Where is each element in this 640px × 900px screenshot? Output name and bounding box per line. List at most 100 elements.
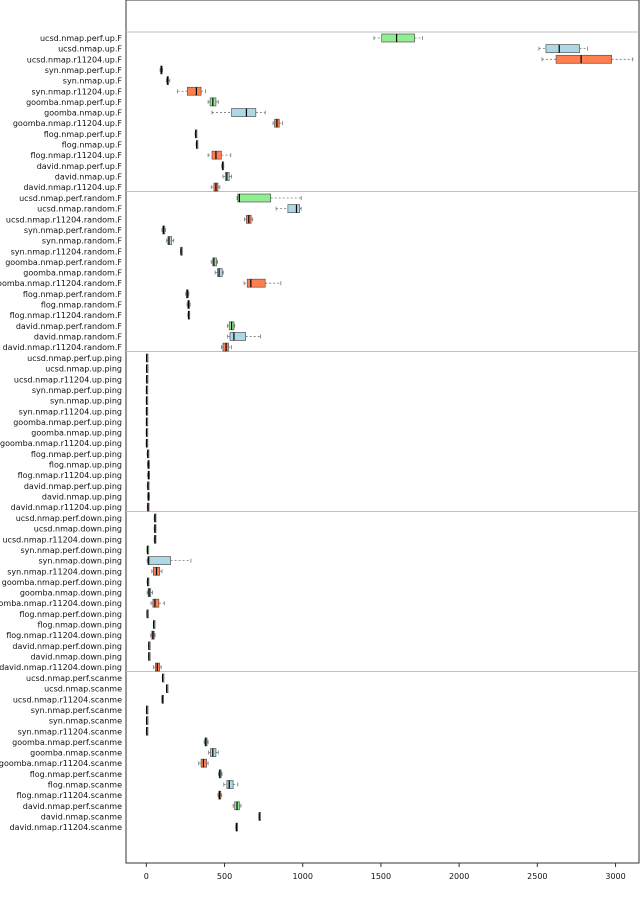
box-goomba-nmap-r11204-down-ping [150, 598, 165, 608]
box-flog-nmap-perf-up-F [194, 129, 198, 139]
row-label: ucsd.nmap.perf.up.ping [27, 354, 122, 363]
box-david-nmap-perf-random-F [226, 321, 236, 331]
row-label: syn.nmap.scanme [49, 717, 122, 726]
x-axis: 0 500 1000 1500 2000 2500 3000 [144, 863, 626, 881]
row-label: goomba.nmap.scanme [30, 749, 122, 758]
box-iqr [381, 33, 415, 43]
row-label: flog.nmap.r11204.random.F [10, 311, 123, 320]
row-label: flog.nmap.down.ping [37, 621, 122, 630]
box-goomba-nmap-up-ping [145, 428, 149, 437]
box-flog-nmap-r11204-random-F [187, 310, 191, 320]
x-tick-label: 0 [144, 872, 149, 881]
box-syn-nmap-r11204-scanme [145, 726, 149, 736]
row-label: david.nmap.scanme [41, 812, 122, 821]
row-label: syn.nmap.down.ping [39, 557, 122, 566]
box-iqr [287, 204, 300, 213]
box-ucsd-nmap-random-F [275, 204, 302, 213]
row-label: flog.nmap.perf.down.ping [19, 610, 122, 619]
box-iqr [217, 268, 223, 277]
box-goomba-nmap-perf-up-F [207, 97, 219, 107]
row-label: david.nmap.perf.up.ping [24, 482, 122, 491]
x-tick-label: 2500 [527, 872, 547, 881]
x-tick-label: 1000 [293, 872, 313, 881]
box-david-nmap-up-ping [147, 492, 150, 501]
row-label: david.nmap.down.ping [30, 652, 122, 661]
group-dividers [126, 31, 639, 672]
row-label: david.nmap.r11204.up.F [23, 183, 122, 192]
box-david-nmap-r11204-scanme [235, 822, 238, 832]
box-ucsd-nmap-r11204-random-F [244, 214, 254, 224]
row-label: goomba.nmap.up.F [44, 109, 122, 118]
box-david-nmap-perf-up-ping [146, 481, 150, 491]
row-label: goomba.nmap.r11204.up.F [13, 119, 123, 128]
row-label: ucsd.nmap.perf.random.F [19, 194, 122, 203]
box-flog-nmap-up-F [195, 140, 199, 149]
box-goomba-nmap-r11204-random-F [243, 278, 282, 288]
row-label: syn.nmap.r11204.down.ping [7, 567, 122, 576]
row-label: goomba.nmap.r11204.scanme [0, 759, 122, 768]
row-labels: ucsd.nmap.perf.up.Fucsd.nmap.up.Fucsd.nm… [0, 34, 122, 832]
box-iqr [186, 86, 202, 96]
box-goomba-nmap-r11204-up-F [272, 118, 283, 128]
row-label: flog.nmap.r11204.scanme [17, 791, 123, 800]
box-flog-nmap-perf-random-F [185, 289, 190, 299]
box-series [145, 33, 634, 832]
box-goomba-nmap-perf-down-ping [146, 577, 150, 587]
box-ucsd-nmap-r11204-up-ping [145, 374, 149, 384]
box-flog-nmap-up-ping [147, 460, 150, 469]
row-label: goomba.nmap.r11204.up.ping [0, 439, 122, 448]
box-david-nmap-down-ping [148, 652, 151, 661]
box-david-nmap-up-F [222, 172, 232, 181]
box-iqr [237, 193, 272, 203]
row-label: ucsd.nmap.r11204.up.F [27, 55, 123, 64]
row-label: david.nmap.r11204.down.ping [0, 663, 122, 672]
row-label: david.nmap.random.F [34, 332, 123, 341]
row-label: ucsd.nmap.r11204.down.ping [2, 535, 122, 544]
row-label: flog.nmap.perf.random.F [23, 290, 123, 299]
row-label: goomba.nmap.r11204.down.ping [0, 599, 122, 608]
box-ucsd-nmap-perf-random-F [236, 193, 302, 203]
box-ucsd-nmap-up-ping [145, 364, 149, 373]
box-flog-nmap-perf-up-ping [146, 449, 150, 459]
box-ucsd-nmap-r11204-up-F [541, 54, 634, 64]
box-ucsd-nmap-perf-up-ping [145, 353, 149, 363]
row-label: ucsd.nmap.random.F [37, 205, 122, 214]
box-david-nmap-r11204-random-F [221, 342, 232, 352]
box-david-nmap-r11204-up-F [210, 182, 221, 192]
box-iqr [212, 257, 217, 267]
box-syn-nmap-r11204-up-F [177, 86, 206, 96]
row-label: goomba.nmap.perf.up.ping [13, 418, 122, 427]
row-label: syn.nmap.r11204.up.F [32, 87, 123, 96]
row-label: flog.nmap.r11204.up.F [30, 151, 122, 160]
box-syn-nmap-perf-up-F [159, 65, 163, 75]
plot-frame [125, 0, 640, 864]
row-label: david.nmap.perf.down.ping [12, 642, 122, 651]
row-label: syn.nmap.r11204.random.F [11, 247, 123, 256]
box-syn-nmap-up-F [165, 76, 171, 85]
box-iqr [555, 54, 612, 64]
box-ucsd-nmap-r11204-down-ping [153, 534, 157, 544]
box-goomba-nmap-r11204-up-ping [145, 438, 149, 448]
box-iqr [229, 332, 246, 341]
x-tick-label: 3000 [605, 872, 625, 881]
box-flog-nmap-r11204-up-F [207, 150, 232, 160]
box-david-nmap-perf-down-ping [148, 641, 151, 651]
box-ucsd-nmap-perf-scanme [161, 673, 165, 683]
box-flog-nmap-down-ping [152, 620, 156, 629]
box-goomba-nmap-down-ping [146, 588, 153, 597]
row-label: syn.nmap.perf.down.ping [20, 546, 122, 555]
box-goomba-nmap-scanme [208, 748, 219, 757]
row-label: syn.nmap.random.F [42, 237, 122, 246]
box-syn-nmap-perf-down-ping [146, 545, 150, 555]
row-label: flog.nmap.perf.up.ping [31, 450, 122, 459]
box-goomba-nmap-perf-up-ping [145, 417, 149, 427]
row-label: david.nmap.perf.scanme [23, 802, 122, 811]
box-ucsd-nmap-r11204-scanme [161, 694, 164, 704]
box-flog-nmap-random-F [186, 300, 191, 309]
row-label: david.nmap.r11204.random.F [3, 343, 123, 352]
row-label: goomba.nmap.perf.scanme [12, 738, 122, 747]
box-ucsd-nmap-perf-up-F [373, 33, 423, 43]
box-david-nmap-r11204-down-ping [152, 662, 162, 672]
row-label: ucsd.nmap.r11204.up.ping [14, 375, 122, 384]
row-label: david.nmap.perf.random.F [16, 322, 123, 331]
